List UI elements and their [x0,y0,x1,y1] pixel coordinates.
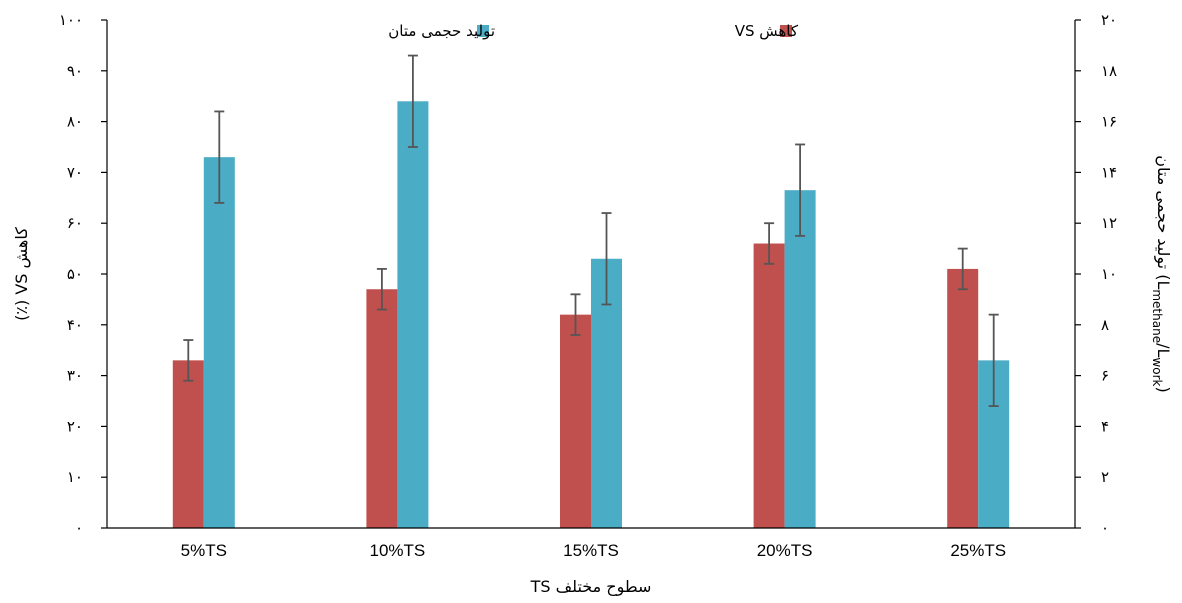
bar-vs-reduction [560,314,591,528]
category-labels: 5%TS 10%TS 15%TS 20%TS 25%TS [181,541,1006,560]
right-tick-label: ۲ [1101,468,1109,486]
x-axis-title: سطوح مختلف TS [530,577,652,597]
category-label: 5%TS [181,541,227,560]
left-tick-label: ۱۰۰ [59,11,83,29]
y-axis-title: کاهش VS (٪) [12,227,32,321]
error-bar [795,143,806,237]
right-tick-label: ۸ [1101,316,1109,334]
category-label: 10%TS [370,541,426,560]
right-tick-label: ۱۶ [1101,113,1117,131]
right-tick-label: ۱۲ [1101,214,1117,232]
bar-vs-reduction [753,243,785,528]
bar-vs-reduction [172,360,204,528]
right-tick-label: ۶ [1101,367,1109,385]
right-tick-label: ۴ [1101,417,1109,435]
bar-methane-volume [784,190,816,528]
left-tick-label: ۵۰ [67,265,83,283]
y2-axis-title-mid: /L [1154,343,1173,357]
legend-label-methane-volume: تولید حجمی متان [388,22,495,40]
y2-axis-title-sub1: methane [1150,289,1164,343]
legend: کاهش VS تولید حجمی متان [388,22,799,40]
bar-vs-reduction [366,289,398,528]
left-tick-label: ۷۰ [67,163,83,181]
bar-methane-volume [397,101,429,528]
legend-swatch-vs-reduction [780,25,792,37]
tick-labels: ۰ ۱۰ ۲۰ ۳۰ ۴۰ ۵۰ ۶۰ ۷۰ ۸۰ ۹۰ ۱۰۰ ۰ ۲ ۴ ۶ ۸ ۱۰ ۱۲ ۱۴ ۱۶ ۱۸ ۲۰ [59,11,1117,537]
error-bar [570,293,581,336]
legend-label-vs-reduction: کاهش VS [735,22,799,40]
category-label: 20%TS [757,541,813,560]
error-bars [183,54,999,407]
left-tick-label: ۰ [75,519,83,537]
right-tick-label: ۱۴ [1101,163,1117,181]
left-tick-label: ۹۰ [67,62,83,80]
legend-item-methane-volume: تولید حجمی متان [388,22,495,40]
left-tick-label: ۴۰ [67,316,83,334]
y2-axis-title-main: تولید حجمی متان (L [1153,155,1173,289]
right-tick-label: ۱۸ [1101,62,1117,80]
error-bar [988,313,999,407]
y2-axis-title-sub2: work [1150,357,1164,386]
left-tick-label: ۲۰ [67,417,83,435]
legend-item-vs-reduction: کاهش VS [735,22,799,40]
legend-swatch-methane-volume [477,25,489,37]
y2-axis-title-end: ) [1154,386,1173,392]
category-label: 25%TS [950,541,1006,560]
bars [172,101,1010,528]
category-label: 15%TS [563,541,619,560]
error-bar [601,212,612,306]
error-bar [376,268,387,311]
left-tick-label: ۸۰ [67,113,83,131]
bar-methane-volume [203,157,235,528]
right-tick-label: ۱۰ [1101,265,1117,283]
error-bar [764,222,775,265]
error-bar [407,54,418,148]
error-bar [183,339,194,382]
error-bar [957,247,968,291]
right-tick-label: ۲۰ [1101,11,1117,29]
left-tick-label: ۶۰ [67,214,83,232]
right-tick-label: ۰ [1101,519,1109,537]
left-tick-label: ۳۰ [67,367,83,385]
y2-axis-title: تولید حجمی متان (Lmethane/Lwork) [1150,155,1173,392]
left-tick-label: ۱۰ [67,468,83,486]
error-bar [214,110,225,204]
bar-vs-reduction [947,268,979,528]
